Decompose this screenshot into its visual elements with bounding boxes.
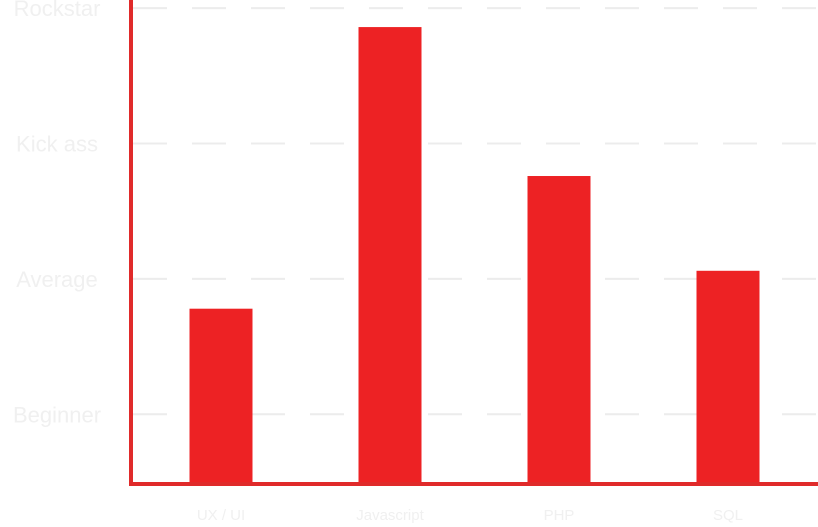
bars xyxy=(189,27,760,483)
y-tick-label: Rockstar xyxy=(14,0,101,21)
y-tick-label: Beginner xyxy=(13,402,101,427)
bar-sql xyxy=(696,270,760,482)
axis-lines xyxy=(129,0,818,486)
x-tick-label: Javascript xyxy=(356,507,424,524)
bar-ux-ui xyxy=(189,308,253,482)
y-tick-label: Average xyxy=(16,267,98,292)
bar-php xyxy=(527,176,591,482)
y-tick-labels: Beginner Average Kick ass Rockstar xyxy=(13,0,101,427)
x-tick-label: SQL xyxy=(713,507,743,524)
x-tick-label: UX / UI xyxy=(197,507,245,524)
axes xyxy=(129,0,818,486)
x-tick-labels: UX / UI Javascript PHP SQL xyxy=(197,507,743,524)
x-tick-label: PHP xyxy=(544,507,575,524)
bar-javascript xyxy=(358,27,422,483)
y-tick-label: Kick ass xyxy=(16,132,98,157)
